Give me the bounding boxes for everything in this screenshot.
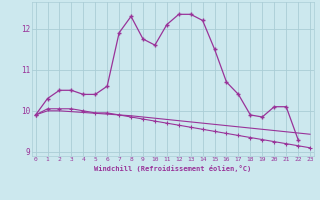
X-axis label: Windchill (Refroidissement éolien,°C): Windchill (Refroidissement éolien,°C) bbox=[94, 165, 252, 172]
